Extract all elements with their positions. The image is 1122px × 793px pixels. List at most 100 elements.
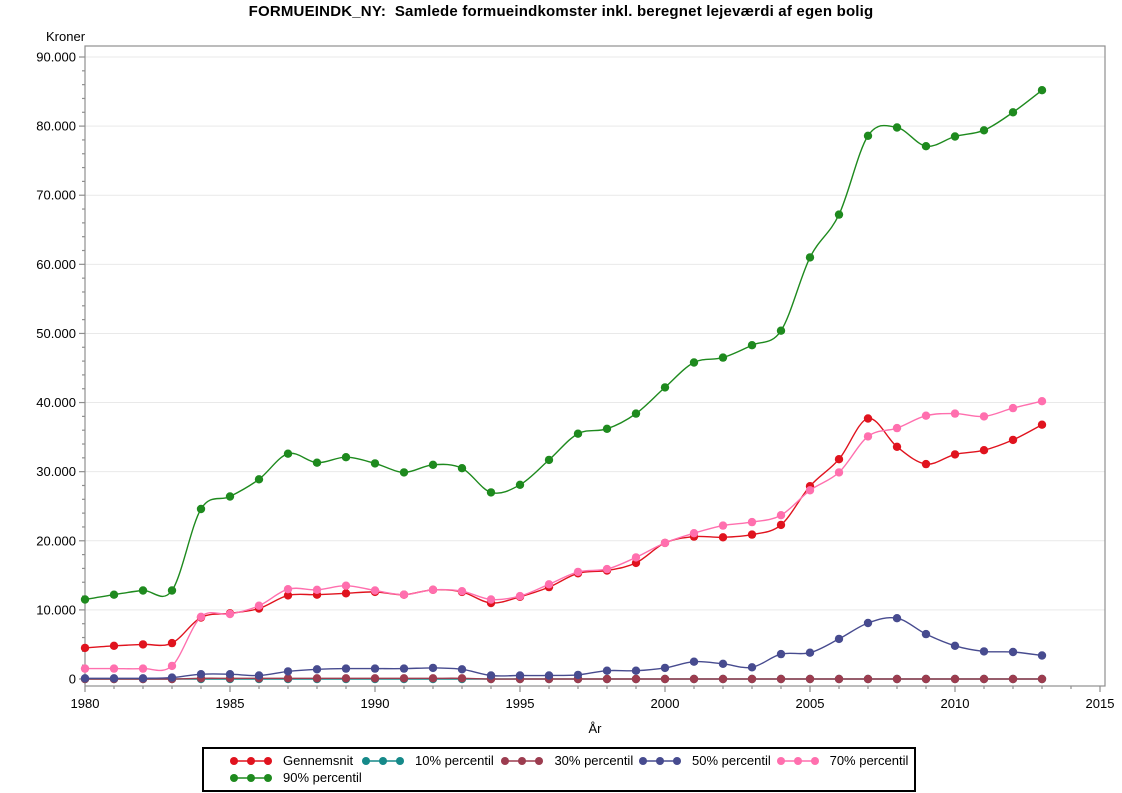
data-point [834,674,844,684]
svg-text:2010: 2010 [941,696,970,711]
data-point [863,674,873,684]
data-point [515,591,525,601]
data-point [1008,435,1018,445]
data-point [805,648,815,657]
svg-text:10.000: 10.000 [36,602,76,617]
data-point [283,674,293,683]
svg-text:40.000: 40.000 [36,395,76,410]
data-point [312,674,322,683]
data-point [544,455,554,465]
data-point [138,664,148,673]
data-point [312,585,322,594]
data-point [486,595,496,604]
data-point [341,581,351,590]
data-point [979,126,989,135]
legend-marker-30-percentil-icon [501,756,544,765]
data-point [283,667,293,676]
data-point [312,458,322,467]
data-point [573,567,583,577]
legend-item-10-percentil: 10% percentil [360,753,499,768]
data-point [515,480,525,489]
data-point [1037,397,1047,406]
data-point [631,553,641,562]
data-point [979,674,989,684]
legend-label: 90% percentil [283,770,362,785]
svg-text:50.000: 50.000 [36,326,76,341]
svg-text:30.000: 30.000 [36,464,76,479]
data-point [747,341,757,350]
data-point [631,666,641,675]
data-point [399,590,409,599]
data-point [950,132,960,141]
legend-marker-90-percentil-icon [230,773,272,782]
legend-item-50-percentil: 50% percentil [637,753,775,768]
data-point [950,450,960,459]
data-point [660,674,670,684]
data-point [457,587,467,596]
data-point [167,586,177,595]
data-point [370,674,380,683]
data-point [370,664,380,673]
legend: Gennemsnit 10% percentil 30% percentil 5… [202,747,916,792]
series-line-3 [85,616,1043,680]
data-point [747,517,757,527]
data-point [515,671,525,680]
data-point [138,586,148,595]
data-point [660,663,670,673]
data-point [254,601,264,610]
data-point [370,459,380,468]
x-axis-title: År [588,721,602,736]
svg-text:90.000: 90.000 [36,50,76,65]
svg-text:20.000: 20.000 [36,533,76,548]
data-point [747,663,757,672]
data-point [921,629,931,639]
data-point [80,595,90,604]
svg-text:70.000: 70.000 [36,188,76,203]
data-point [80,674,90,683]
data-point [573,429,583,438]
data-point [602,674,612,684]
legend-row-2: 90% percentil [228,769,914,786]
data-point [138,640,148,649]
svg-text:60.000: 60.000 [36,257,76,272]
data-point [109,641,119,650]
legend-label: 70% percentil [829,753,909,768]
data-point [283,585,293,594]
data-point [1037,420,1047,429]
data-point [660,383,670,392]
y-axis-unit-label: Kroner [46,29,86,44]
legend-label: 50% percentil [692,753,771,768]
series-line-0 [84,417,1043,649]
data-point [428,460,438,469]
data-point [486,488,496,497]
data-point [747,674,757,684]
data-point [341,664,351,673]
data-point [892,123,902,132]
data-point [428,663,438,673]
data-point [718,533,728,542]
series-line-5 [84,89,1043,601]
data-point [167,673,177,682]
data-point [950,674,960,684]
data-point [225,609,235,619]
series-line-2 [85,677,1042,680]
data-point [544,671,554,680]
svg-text:1995: 1995 [506,696,535,711]
data-point [428,674,438,683]
legend-item-30-percentil: 30% percentil [499,753,637,768]
legend-marker-50-percentil-icon [639,756,682,765]
data-point [834,468,844,477]
data-point [544,580,554,589]
data-point [805,253,815,262]
data-point [892,423,902,433]
data-point [254,671,264,680]
svg-text:2005: 2005 [796,696,825,711]
data-point [921,142,931,151]
data-point [689,529,699,538]
data-point [979,412,989,421]
data-point [196,504,206,514]
data-point [1008,647,1018,657]
data-point [254,475,264,484]
data-point [776,649,786,659]
